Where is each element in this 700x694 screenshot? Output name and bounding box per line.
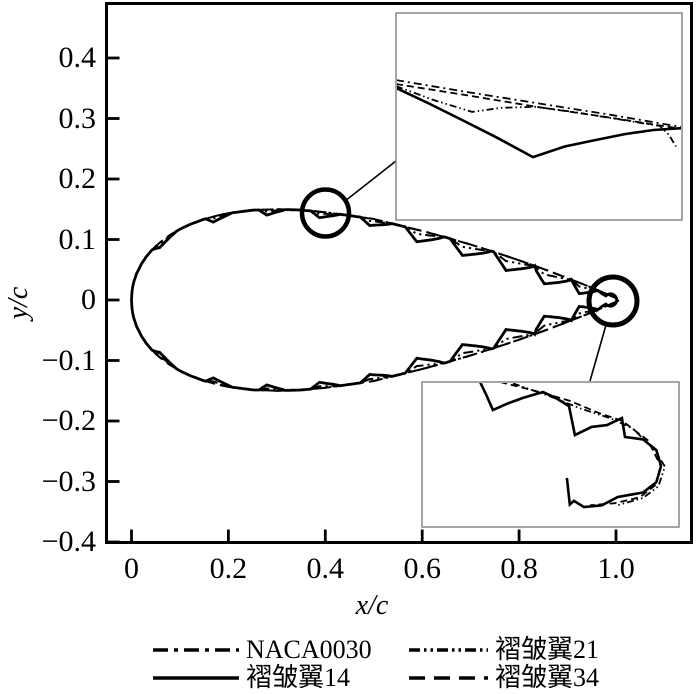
legend-item-label: NACA0030: [246, 635, 372, 664]
legend-item-label: 褶皱翼21: [495, 635, 600, 664]
y-tick-label: 0.3: [58, 101, 97, 135]
inset-border-trailing-edge-detail: [421, 381, 680, 528]
y-tick-label: 0.1: [58, 222, 97, 256]
y-tick-label: 0.4: [58, 41, 97, 74]
callout-leader-line: [589, 324, 607, 382]
airfoil-outline-naca0030: [130, 208, 623, 392]
inset-border-upper-surface-detail: [395, 12, 683, 221]
x-tick-label: 0.4: [306, 552, 345, 585]
legend-sample-corrugated-wing-14: [153, 676, 239, 680]
airfoil-outline-corrugated-wing-34: [130, 208, 623, 392]
x-tick-label: 1.0: [597, 552, 635, 585]
inset-upper-surface-detail: [395, 12, 683, 221]
y-tick-label: −0.2: [41, 404, 96, 437]
legend-sample-naca0030: [153, 648, 239, 652]
y-tick-label: −0.3: [41, 464, 96, 498]
x-tick-label: 0.8: [500, 552, 538, 585]
callout-circle-upper-surface: [299, 187, 352, 239]
y-tick-label: −0.1: [41, 343, 96, 377]
plot-frame: [105, 2, 693, 544]
y-tick-label: 0.2: [58, 162, 97, 195]
legend-item-label: 褶皱翼14: [246, 663, 351, 692]
airfoil-outline-corrugated-wing-21: [130, 208, 623, 392]
legend-item-label: 褶皱翼34: [495, 663, 600, 692]
callout-circle-trailing-edge: [586, 274, 640, 328]
x-tick-label: 0: [124, 552, 139, 585]
inset-trailing-edge-detail: [421, 381, 680, 528]
inset-curve-dashed: [500, 383, 662, 507]
airfoil-outline-corrugated-wing-14: [130, 208, 618, 392]
x-tick-label: 0.6: [403, 552, 441, 585]
inset-curve-dashdot: [397, 79, 681, 128]
x-tick-label: 0.2: [209, 552, 248, 585]
inset-curve-solid: [397, 86, 681, 159]
legend-sample-corrugated-wing-21: [409, 648, 488, 652]
x-axis-title: x/c: [355, 590, 389, 621]
y-axis-title: y/c: [3, 286, 34, 320]
inset-curve-solid: [479, 383, 663, 509]
legend-sample-corrugated-wing-34: [409, 676, 488, 680]
y-tick-label: 0: [81, 283, 96, 316]
y-tick-label: −0.4: [41, 525, 96, 558]
callout-leader-line: [344, 160, 397, 202]
